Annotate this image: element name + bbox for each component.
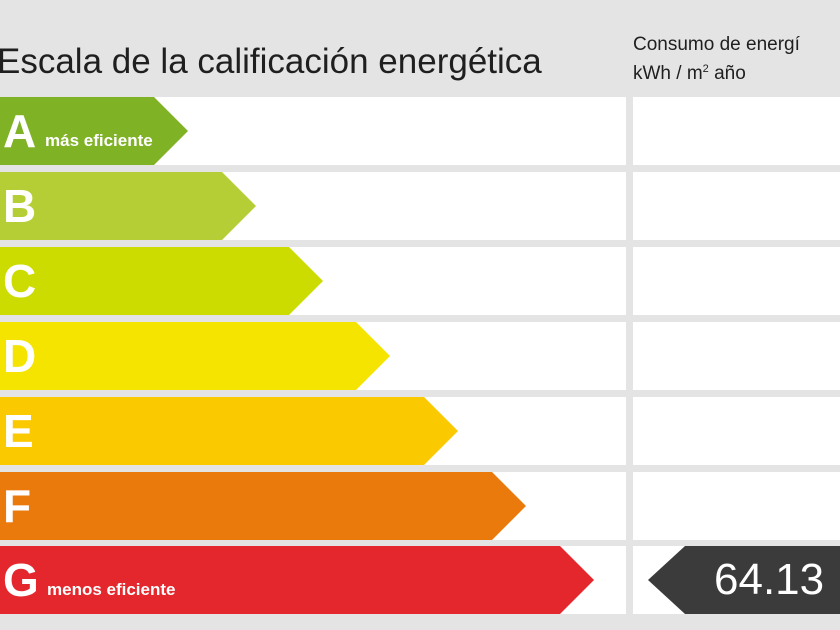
unit-post: año	[708, 63, 746, 84]
rating-bar-d: D	[0, 322, 390, 390]
consumption-cell	[633, 97, 840, 165]
rating-letter: E	[3, 405, 34, 457]
scale-title: Escala de la calificación energética	[0, 42, 542, 81]
consumption-header: Consumo de energí kWh / m2 año	[633, 33, 800, 86]
consumption-label: Consumo de energí	[633, 34, 800, 55]
rating-bar-f: F	[0, 472, 526, 540]
unit-pre: kWh / m	[633, 63, 703, 84]
rating-bar-b: B	[0, 172, 256, 240]
consumption-cell	[633, 172, 840, 240]
consumption-unit: kWh / m2 año	[633, 57, 800, 86]
current-consumption-value: 64.13	[714, 555, 825, 604]
rating-note: más eficiente	[45, 131, 153, 150]
rating-letter: C	[3, 255, 37, 307]
rating-letter: F	[3, 480, 32, 532]
consumption-cell	[633, 247, 840, 315]
rating-letter: D	[3, 330, 37, 382]
current-rating-arrow	[648, 546, 840, 614]
rating-bar-e: E	[0, 397, 458, 465]
consumption-cell	[633, 472, 840, 540]
rating-letter: B	[3, 180, 37, 232]
rating-bar-c: C	[0, 247, 323, 315]
consumption-cell	[633, 322, 840, 390]
consumption-cell	[633, 397, 840, 465]
rating-note: menos eficiente	[47, 580, 176, 599]
unit-sup: 2	[702, 63, 709, 75]
rating-letter: A	[3, 105, 37, 157]
rating-letter: G	[3, 554, 39, 606]
